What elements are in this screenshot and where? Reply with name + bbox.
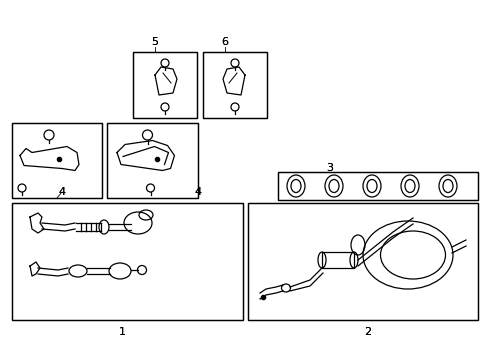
Text: 2: 2 xyxy=(364,327,371,337)
Text: 5: 5 xyxy=(151,37,158,47)
Bar xyxy=(203,52,266,118)
Text: 3: 3 xyxy=(326,163,333,173)
Bar xyxy=(247,203,477,320)
Bar xyxy=(107,123,198,198)
Text: 4: 4 xyxy=(59,187,65,197)
Text: 6: 6 xyxy=(221,37,228,47)
Text: 6: 6 xyxy=(221,37,228,47)
Bar xyxy=(278,172,477,200)
Bar xyxy=(12,203,243,320)
Bar xyxy=(133,52,197,118)
Bar xyxy=(321,252,353,268)
Text: 3: 3 xyxy=(326,163,333,173)
Text: 2: 2 xyxy=(364,327,371,337)
Bar xyxy=(12,203,243,320)
Text: 4: 4 xyxy=(194,187,201,197)
Text: 4: 4 xyxy=(59,187,65,197)
Bar xyxy=(107,123,198,198)
Bar xyxy=(12,123,102,198)
Text: 5: 5 xyxy=(151,37,158,47)
Text: 1: 1 xyxy=(118,327,125,337)
Bar xyxy=(247,203,477,320)
Bar xyxy=(133,52,197,118)
Text: 1: 1 xyxy=(118,327,125,337)
Bar xyxy=(278,172,477,200)
Bar xyxy=(12,123,102,198)
Text: 4: 4 xyxy=(194,187,201,197)
Bar xyxy=(203,52,266,118)
